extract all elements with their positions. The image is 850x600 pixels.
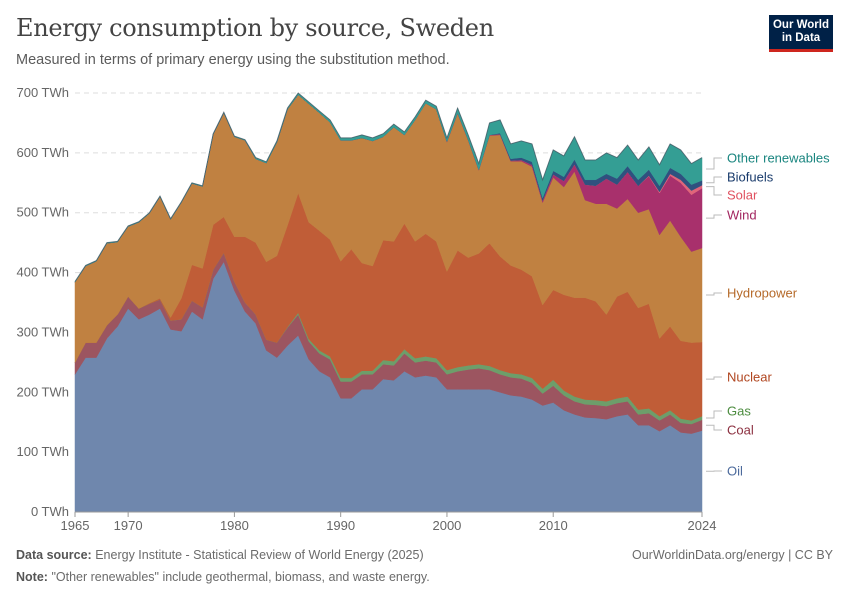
grid-lines [75, 92, 702, 453]
data-source: Data source: Energy Institute - Statisti… [16, 548, 424, 562]
axes: 0 TWh 100 TWh 200 TWh 300 TWh 400 TWh 500 TWh… [16, 85, 716, 533]
legend-label-biofuels[interactable]: Biofuels [727, 170, 774, 185]
owid-logo[interactable]: Our World in Data [769, 15, 833, 52]
x-tick-label: 2024 [688, 518, 717, 533]
data-source-text[interactable]: Energy Institute - Statistical Review of… [95, 548, 424, 562]
x-tick-label: 1990 [326, 518, 355, 533]
x-tick-label: 1980 [220, 518, 249, 533]
note-label: Note: [16, 570, 48, 584]
note: Note: "Other renewables" include geother… [16, 570, 430, 584]
legend-label-other-renewables[interactable]: Other renewables [727, 151, 830, 166]
legend-label-nuclear[interactable]: Nuclear [727, 370, 772, 385]
area-nuclear[interactable] [74, 192, 703, 421]
legend-connector [706, 410, 722, 419]
area-wind[interactable] [74, 94, 703, 283]
area-series [74, 92, 703, 513]
area-hydropower[interactable] [74, 94, 703, 363]
y-tick-label: 400 TWh [16, 265, 69, 280]
legend-connector [706, 157, 722, 170]
legend-connector [706, 186, 722, 196]
area-biofuels[interactable] [74, 94, 703, 283]
total-outline [74, 92, 703, 282]
legend-label-coal[interactable]: Coal [727, 423, 754, 438]
x-tick-label: 2000 [432, 518, 461, 533]
area-other-renewables[interactable] [74, 92, 703, 283]
x-tick-label: 2010 [539, 518, 568, 533]
legend: Oil Coal Gas Nuclear Hydropower Wind Solar Biof… [706, 151, 830, 479]
legend-connector [706, 424, 722, 431]
area-oil[interactable] [74, 261, 703, 513]
url-license[interactable]: OurWorldinData.org/energy | CC BY [631, 548, 833, 562]
legend-connector [706, 292, 722, 296]
legend-connector [706, 214, 722, 219]
logo-line-2: in Data [781, 32, 821, 44]
chart-title: Energy consumption by source, Sweden [16, 14, 494, 42]
y-tick-label: 500 TWh [16, 205, 69, 220]
y-tick-label: 600 TWh [16, 145, 69, 160]
x-tick-label: 1970 [114, 518, 143, 533]
y-tick-label: 0 TWh [31, 504, 69, 519]
area-solar[interactable] [74, 94, 703, 283]
legend-label-solar[interactable]: Solar [727, 188, 758, 203]
legend-label-oil[interactable]: Oil [727, 464, 743, 479]
x-tick-label: 1965 [61, 518, 90, 533]
area-gas[interactable] [74, 252, 703, 425]
note-text: "Other renewables" include geothermal, b… [51, 570, 430, 584]
legend-connector [706, 376, 722, 380]
legend-label-wind[interactable]: Wind [727, 208, 757, 223]
y-tick-label: 700 TWh [16, 85, 69, 100]
y-tick-label: 200 TWh [16, 384, 69, 399]
y-tick-label: 100 TWh [16, 444, 69, 459]
chart-subtitle: Measured in terms of primary energy usin… [16, 52, 450, 68]
legend-connector [706, 176, 722, 184]
data-source-label: Data source: [16, 548, 92, 562]
logo-line-1: Our World [772, 19, 829, 31]
legend-label-gas[interactable]: Gas [727, 404, 751, 419]
legend-label-hydropower[interactable]: Hydropower [727, 286, 798, 301]
y-tick-label: 300 TWh [16, 324, 69, 339]
area-coal[interactable] [74, 252, 703, 434]
